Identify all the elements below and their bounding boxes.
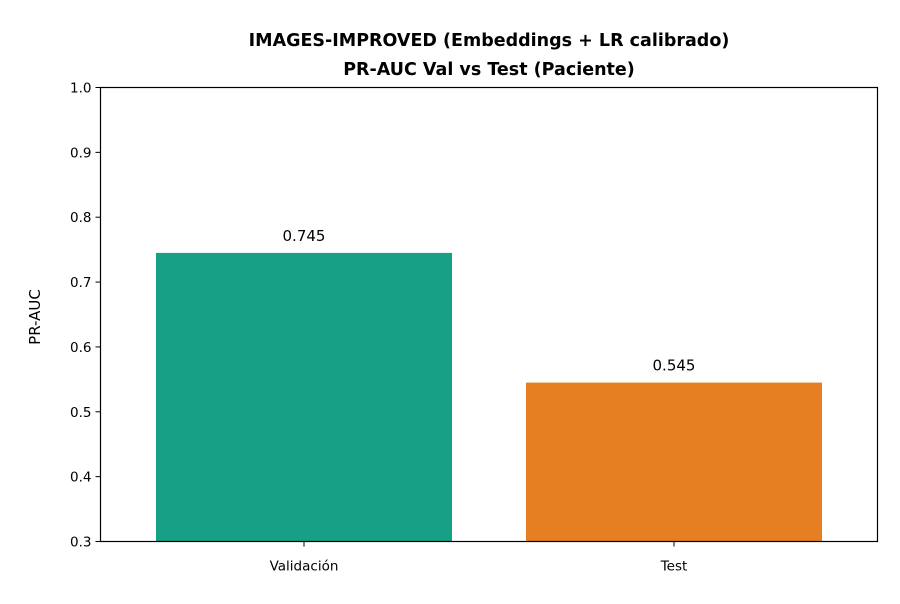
y-axis: 0.3 0.4 0.5 0.6 0.7 0.8 0.9 1.0 bbox=[70, 81, 101, 551]
y-tick-label: 0.4 bbox=[70, 470, 91, 486]
bar-value-label: 0.545 bbox=[653, 357, 696, 375]
y-tick-label: 0.8 bbox=[70, 210, 91, 226]
chart-title-line-2: PR-AUC Val vs Test (Paciente) bbox=[343, 60, 635, 80]
y-tick-label: 0.9 bbox=[70, 145, 91, 161]
bar-value-label: 0.745 bbox=[283, 227, 326, 245]
y-tick-label: 0.3 bbox=[70, 535, 91, 551]
bar-validacion bbox=[156, 252, 452, 542]
y-tick-label: 0.5 bbox=[70, 405, 91, 421]
chart-title: IMAGES-IMPROVED (Embeddings + LR calibra… bbox=[249, 31, 730, 80]
x-tick-label: Validación bbox=[270, 559, 339, 575]
plot-frame bbox=[99, 86, 879, 543]
value-labels-group: 0.745 0.545 bbox=[283, 227, 696, 375]
chart-title-line-1: IMAGES-IMPROVED (Embeddings + LR calibra… bbox=[249, 31, 730, 51]
x-tick-label: Test bbox=[660, 559, 688, 575]
y-axis-label: PR-AUC bbox=[26, 289, 44, 345]
bar-test bbox=[526, 382, 822, 542]
y-tick-label: 0.6 bbox=[70, 340, 91, 356]
y-tick-label: 1.0 bbox=[70, 81, 91, 97]
bars-group bbox=[156, 252, 822, 542]
y-tick-label: 0.7 bbox=[70, 275, 91, 291]
x-axis: Validación Test bbox=[270, 541, 688, 575]
